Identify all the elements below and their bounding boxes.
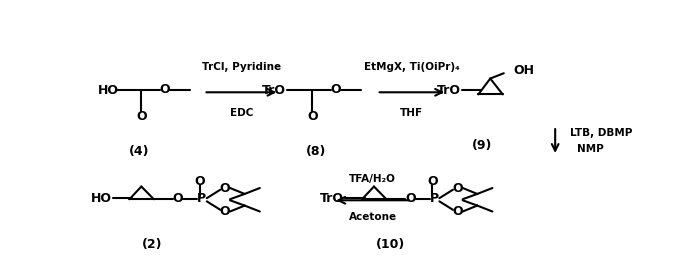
Text: P: P [429,192,438,205]
Text: TrO: TrO [436,84,461,97]
Text: TrO: TrO [320,192,344,205]
Text: (9): (9) [472,139,492,152]
Text: LTB, DBMP: LTB, DBMP [570,128,632,138]
Text: OH: OH [513,64,534,77]
Text: O: O [136,110,147,123]
Text: (8): (8) [306,145,326,158]
Text: O: O [452,182,463,194]
Text: HO: HO [91,192,112,205]
Text: O: O [195,175,205,188]
Text: O: O [307,110,318,123]
Text: P: P [197,192,206,205]
Text: O: O [427,175,438,188]
Text: O: O [219,205,230,218]
Text: TrO: TrO [262,84,286,97]
Text: (4): (4) [128,145,149,158]
Text: (10): (10) [376,238,405,251]
Text: (2): (2) [142,238,163,251]
Text: Acetone: Acetone [348,212,396,222]
Text: TFA/H₂O: TFA/H₂O [349,174,396,184]
Text: THF: THF [400,108,424,119]
Text: HO: HO [98,84,119,97]
Text: O: O [172,192,183,205]
Text: NMP: NMP [577,144,604,155]
Text: O: O [219,182,230,194]
Text: TrCl, Pyridine: TrCl, Pyridine [202,62,281,72]
Text: O: O [452,205,463,218]
Text: O: O [405,192,415,205]
Text: EDC: EDC [230,108,253,119]
Text: O: O [330,83,341,96]
Text: O: O [159,83,170,96]
Text: EtMgX, Ti(OiPr)₄: EtMgX, Ti(OiPr)₄ [364,62,459,72]
